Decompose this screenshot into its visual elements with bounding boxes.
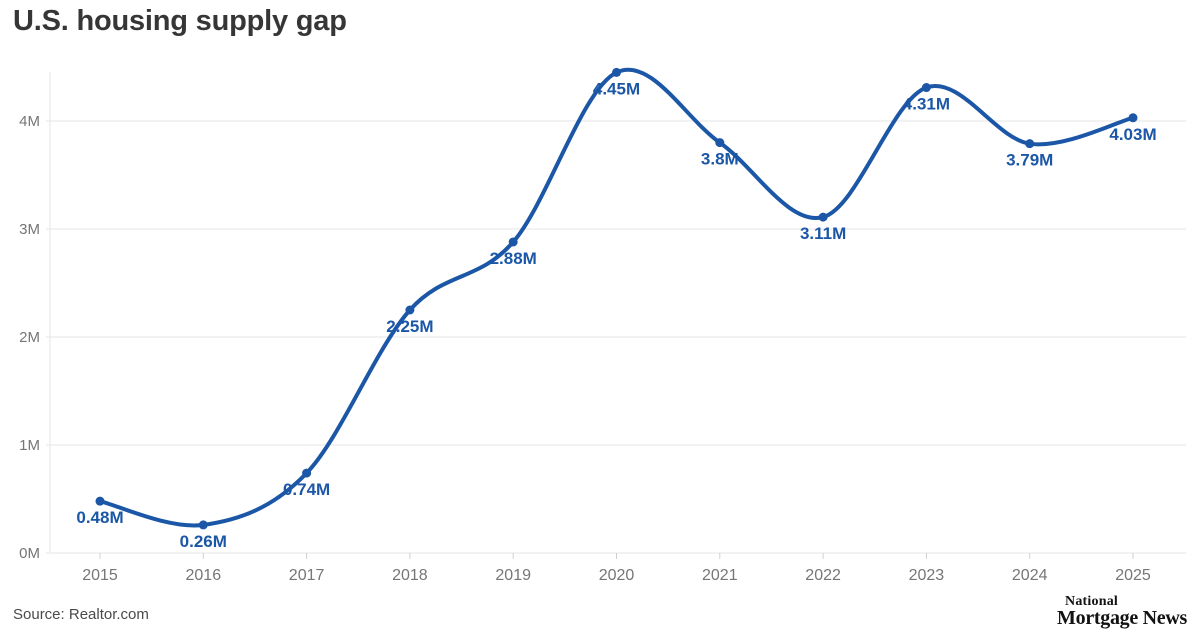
x-tick-label: 2017: [289, 567, 325, 584]
data-point-label: 2.25M: [386, 317, 433, 336]
x-tick-label: 2020: [599, 567, 635, 584]
data-point: [715, 138, 725, 148]
data-point: [405, 305, 415, 315]
data-point: [302, 468, 312, 478]
data-point-label: 0.74M: [283, 480, 330, 499]
data-point-label: 2.88M: [490, 249, 537, 268]
y-tick-label: 0M: [19, 545, 40, 562]
data-point-label: 3.11M: [800, 224, 846, 243]
data-point-label: 3.79M: [1006, 151, 1053, 170]
data-point-label: 0.26M: [180, 532, 227, 551]
data-point: [1128, 113, 1138, 123]
publisher-logo-line2: Mortgage News: [1057, 606, 1187, 629]
data-point-label: 4.03M: [1109, 125, 1156, 144]
y-tick-label: 3M: [19, 221, 40, 238]
x-tick-label: 2016: [186, 567, 222, 584]
x-tick-label: 2025: [1115, 567, 1151, 584]
data-point: [508, 237, 518, 247]
data-point: [612, 67, 621, 77]
x-tick-label: 2019: [495, 567, 531, 584]
x-tick-label: 2018: [392, 567, 428, 584]
publisher-logo-line1: National: [1065, 594, 1118, 609]
y-tick-label: 2M: [19, 329, 40, 346]
data-point: [818, 212, 828, 222]
data-point-label: 4.31M: [903, 95, 950, 114]
data-point: [921, 83, 931, 93]
chart-title: U.S. housing supply gap: [13, 5, 347, 37]
y-tick-label: 4M: [19, 113, 40, 130]
y-tick-label: 1M: [19, 437, 40, 454]
data-point-label: 3.8M: [701, 150, 739, 169]
publisher-logo: National Mortgage News: [1057, 594, 1187, 629]
data-point: [198, 520, 208, 530]
data-point: [1025, 139, 1035, 149]
source-note: Source: Realtor.com: [13, 606, 149, 623]
x-tick-label: 2023: [909, 567, 945, 584]
x-tick-label: 2022: [805, 567, 841, 584]
data-point-label: 0.48M: [76, 508, 123, 527]
x-tick-label: 2021: [702, 567, 738, 584]
x-tick-label: 2015: [82, 567, 118, 584]
data-point: [95, 496, 105, 506]
x-tick-label: 2024: [1012, 567, 1048, 584]
data-point-label: 4.45M: [593, 79, 640, 98]
data-line: [98, 67, 1135, 528]
